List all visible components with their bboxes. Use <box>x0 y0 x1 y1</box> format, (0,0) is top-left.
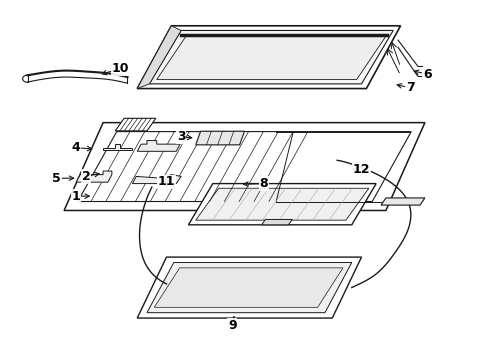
Polygon shape <box>380 198 424 205</box>
Polygon shape <box>195 131 244 145</box>
Text: 4: 4 <box>72 141 81 154</box>
Polygon shape <box>137 26 400 89</box>
Polygon shape <box>195 188 368 220</box>
Polygon shape <box>137 257 361 318</box>
Text: 10: 10 <box>111 62 129 75</box>
Text: 12: 12 <box>352 163 369 176</box>
Text: 9: 9 <box>227 319 236 332</box>
Text: 6: 6 <box>422 68 431 81</box>
Polygon shape <box>154 268 342 307</box>
Text: 2: 2 <box>81 170 90 183</box>
Polygon shape <box>261 220 292 225</box>
Polygon shape <box>188 184 375 225</box>
Polygon shape <box>103 144 132 150</box>
Text: 5: 5 <box>52 172 61 185</box>
Text: 11: 11 <box>158 175 175 188</box>
Polygon shape <box>149 31 392 84</box>
Polygon shape <box>137 140 180 151</box>
Polygon shape <box>64 123 424 211</box>
Polygon shape <box>132 175 181 184</box>
Polygon shape <box>137 26 181 89</box>
Polygon shape <box>157 35 386 80</box>
Polygon shape <box>76 171 112 182</box>
Polygon shape <box>115 118 156 131</box>
Text: 3: 3 <box>177 130 185 144</box>
Polygon shape <box>147 262 351 313</box>
Text: 7: 7 <box>405 81 414 94</box>
Polygon shape <box>78 132 410 202</box>
Text: 8: 8 <box>259 177 268 190</box>
Text: 1: 1 <box>72 190 81 203</box>
